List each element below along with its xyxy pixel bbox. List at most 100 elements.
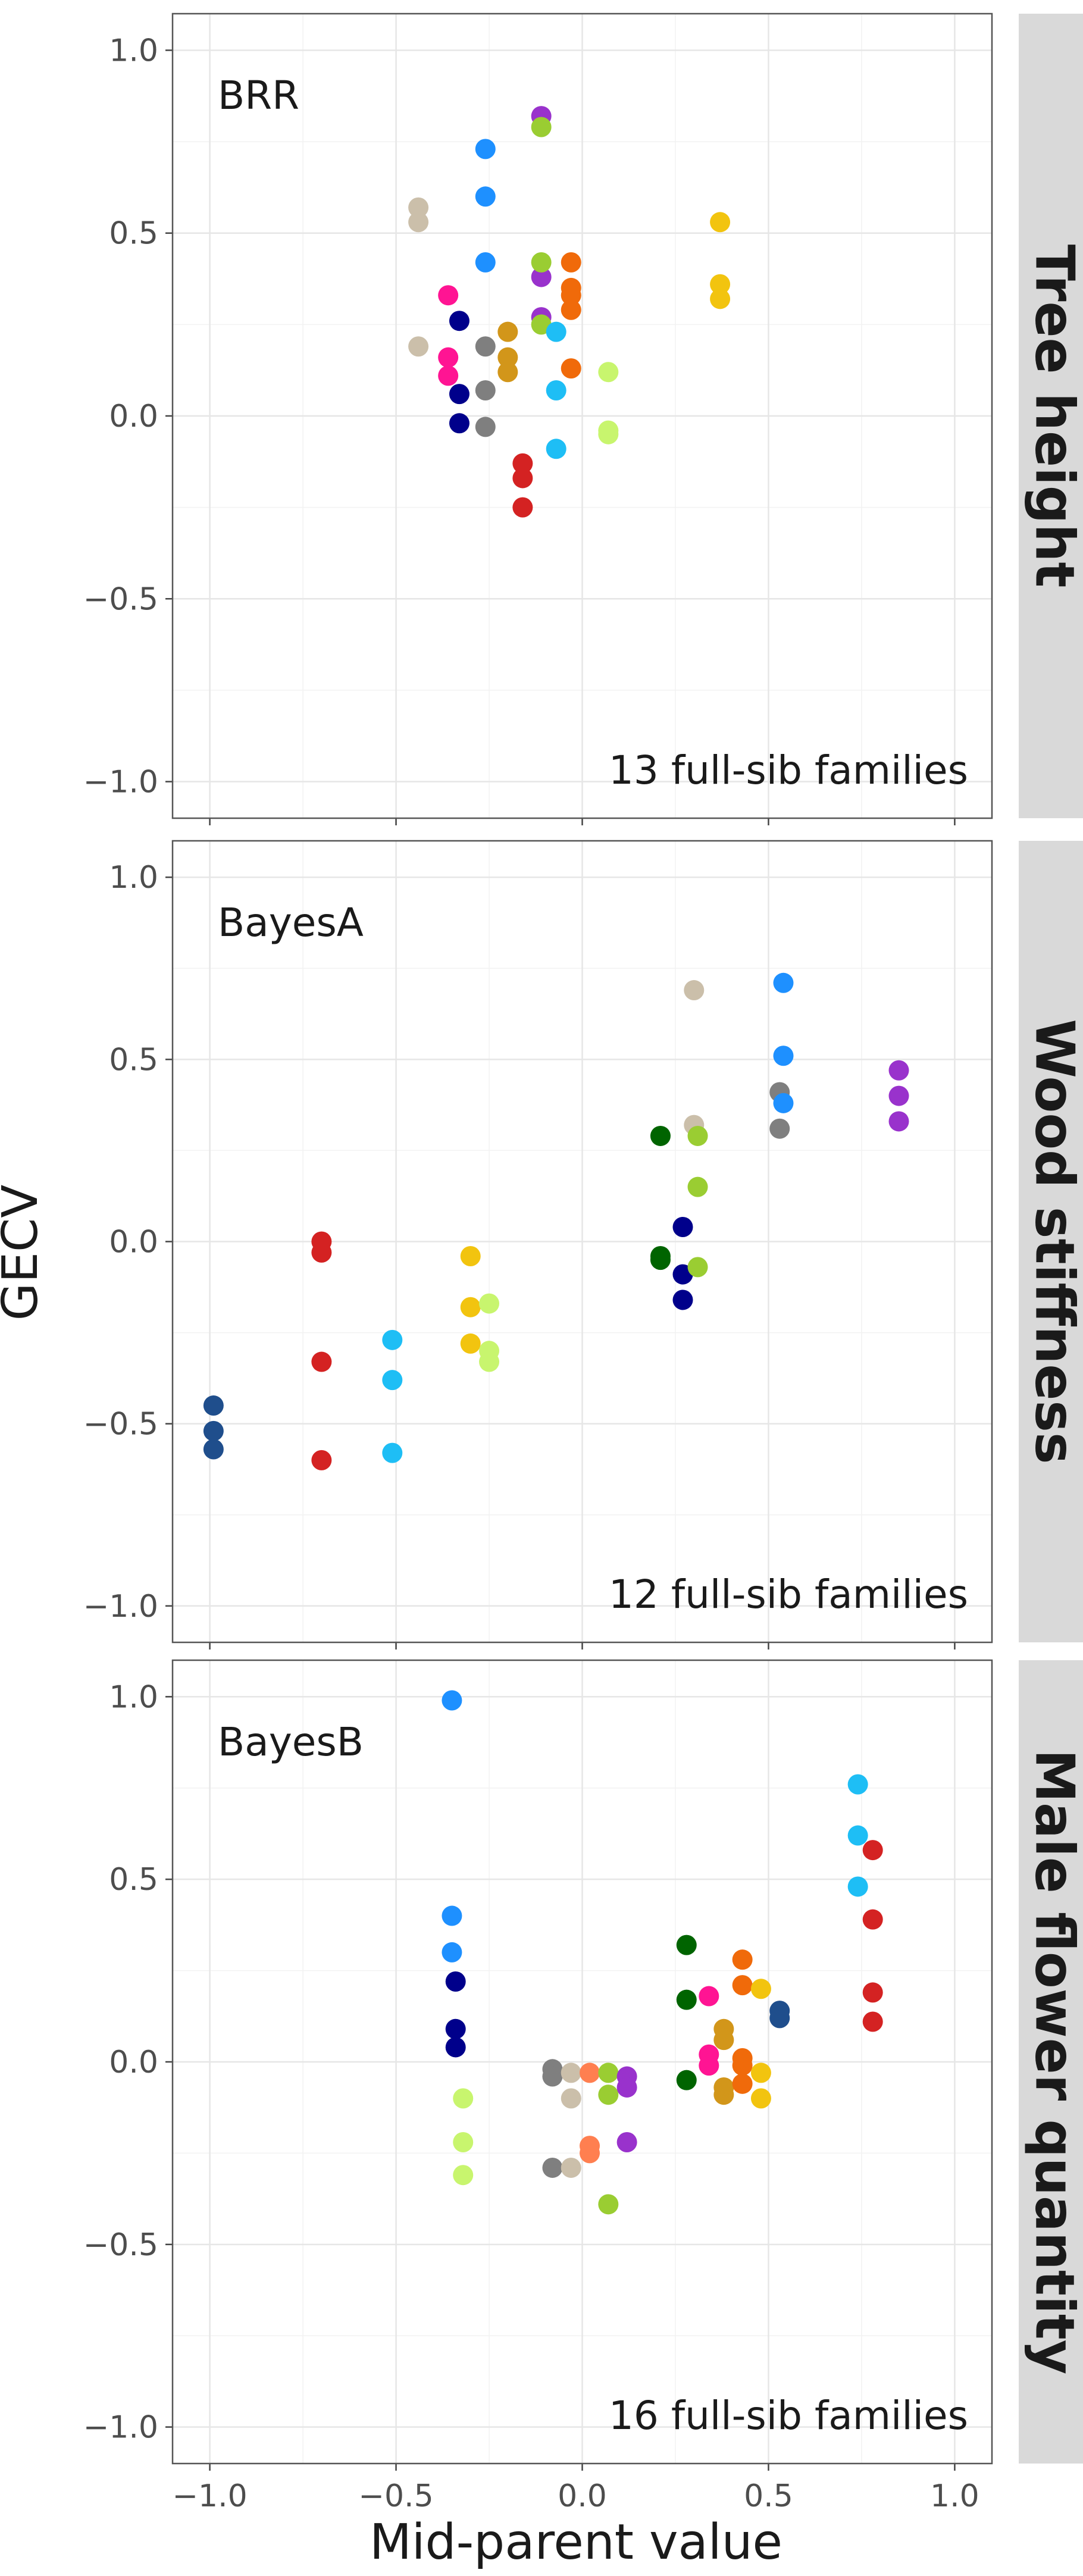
facet-strip — [1019, 1660, 1083, 2464]
y-tick-label: 0.5 — [109, 216, 158, 252]
data-point — [438, 347, 459, 368]
facet-strip-label: Wood stiffness — [1023, 1019, 1083, 1464]
data-point — [598, 2194, 619, 2215]
data-point — [598, 2062, 619, 2083]
y-tick-label: 0.5 — [109, 1862, 158, 1898]
data-point — [445, 2018, 466, 2039]
method-label: BRR — [218, 73, 299, 118]
data-point — [475, 186, 496, 207]
y-tick-label: −0.5 — [83, 581, 158, 617]
data-point — [580, 2062, 600, 2083]
panel-border — [171, 840, 993, 1644]
data-point — [710, 212, 731, 233]
facet-strip-label: Male flower quantity — [1023, 1749, 1083, 2375]
grid-lines — [173, 1660, 992, 2464]
y-tick-label: 1.0 — [109, 1679, 158, 1715]
data-point — [442, 1690, 462, 1711]
data-point — [676, 1935, 697, 1955]
data-point — [442, 1942, 462, 1962]
data-point — [862, 1909, 883, 1930]
data-point — [750, 2088, 771, 2109]
data-point — [687, 1257, 708, 1278]
data-point — [311, 1450, 332, 1470]
data-point — [408, 197, 429, 218]
data-point — [672, 1289, 693, 1310]
data-point — [561, 358, 581, 379]
data-point — [453, 2165, 474, 2186]
data-point — [497, 362, 518, 383]
x-tick-label: −1.0 — [172, 2478, 247, 2514]
data-point — [449, 413, 469, 434]
data-point — [382, 1442, 403, 1463]
data-point — [769, 2008, 790, 2029]
data-point — [453, 2088, 474, 2109]
data-point — [203, 1395, 224, 1416]
y-tick-label: 0.5 — [109, 1042, 158, 1078]
data-point — [203, 1420, 224, 1441]
data-point — [598, 2084, 619, 2105]
x-axis-title: Mid-parent value — [370, 2514, 782, 2571]
data-point — [750, 2062, 771, 2083]
data-point — [616, 2132, 637, 2152]
y-tick-label: −1.0 — [83, 1589, 158, 1625]
facet-strip-label: Tree height — [1023, 245, 1083, 588]
scatter-panel: −1.0 −0.5 0.0 0.5 1.0 BRR 13 full-sib families… — [83, 12, 1083, 825]
data-point — [460, 1245, 481, 1266]
data-point — [650, 1125, 671, 1146]
data-point — [475, 380, 496, 400]
data-point — [531, 252, 552, 273]
data-point — [773, 972, 794, 993]
data-point — [561, 2062, 581, 2083]
data-point — [687, 1125, 708, 1146]
grid-lines — [173, 841, 992, 1642]
data-point — [445, 1971, 466, 1992]
method-label: BayesB — [218, 1719, 364, 1765]
data-point — [710, 274, 731, 295]
data-point — [732, 1975, 753, 1996]
data-point — [676, 1989, 697, 2010]
data-point — [598, 362, 619, 383]
y-tick-label: −1.0 — [83, 2410, 158, 2446]
data-point — [311, 1351, 332, 1372]
data-point — [888, 1111, 909, 1132]
data-point — [732, 2073, 753, 2094]
data-point — [616, 2077, 637, 2098]
data-point — [449, 384, 469, 405]
x-tick-label: −0.5 — [358, 2478, 433, 2514]
data-point — [561, 299, 581, 320]
data-point — [382, 1370, 403, 1391]
data-point — [460, 1297, 481, 1317]
data-point — [546, 380, 566, 400]
y-tick-label: 1.0 — [109, 860, 158, 896]
data-point — [453, 2132, 474, 2152]
data-point — [862, 1982, 883, 2003]
data-point — [475, 417, 496, 437]
data-point — [773, 1046, 794, 1066]
data-point — [561, 2088, 581, 2109]
data-point — [676, 2070, 697, 2090]
family-count-label: 12 full-sib families — [609, 1572, 968, 1617]
data-point — [475, 336, 496, 357]
data-point — [445, 2037, 466, 2058]
data-points — [408, 106, 731, 518]
data-point — [732, 2055, 753, 2076]
data-point — [699, 1986, 719, 2007]
data-point — [479, 1293, 500, 1314]
data-point — [710, 289, 731, 309]
y-tick-label: −1.0 — [83, 765, 158, 800]
data-point — [769, 1118, 790, 1139]
x-tick-label: 0.5 — [744, 2478, 793, 2514]
x-tick-label: 0.0 — [558, 2478, 607, 2514]
data-point — [561, 2157, 581, 2178]
data-point — [888, 1085, 909, 1106]
y-tick-label: 0.0 — [109, 399, 158, 434]
data-point — [773, 1093, 794, 1113]
y-axis-title: GECV — [0, 1185, 49, 1321]
panel-border — [171, 1659, 993, 2465]
data-point — [475, 139, 496, 159]
y-tick-label: −0.5 — [83, 2227, 158, 2263]
data-point — [408, 212, 429, 233]
data-point — [862, 1840, 883, 1861]
panel-border — [171, 12, 993, 819]
